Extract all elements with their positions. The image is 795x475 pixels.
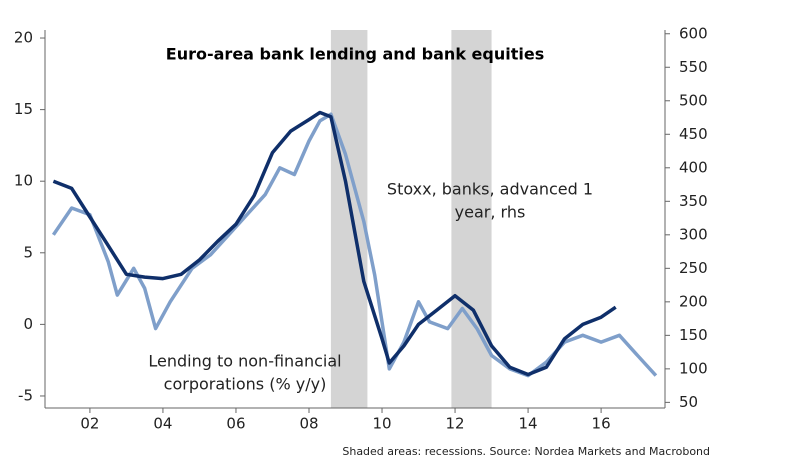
series-label: year, rhs	[455, 203, 526, 222]
series-line	[51, 112, 658, 378]
x-tick-label: 16	[592, 415, 611, 433]
y2-tick-label: 150	[679, 326, 708, 344]
y2-tick-label: 400	[679, 158, 708, 176]
y2-tick-label: 450	[679, 125, 708, 143]
y2-tick-label: 500	[679, 91, 708, 109]
y-tick-label: -5	[18, 386, 33, 404]
y2-tick-label: 300	[679, 225, 708, 243]
y-tick-label: 5	[23, 243, 33, 261]
y-tick-label: 20	[14, 29, 33, 47]
y2-tick-label: 200	[679, 292, 708, 310]
y-tick-label: 15	[14, 100, 33, 118]
series-line	[52, 110, 617, 377]
recession-shade	[330, 30, 368, 408]
x-tick-label: 12	[446, 415, 465, 433]
x-tick-label: 02	[80, 415, 99, 433]
x-tick-label: 10	[372, 415, 391, 433]
x-tick-label: 06	[226, 415, 245, 433]
series-label: corporations (% y/y)	[164, 375, 327, 394]
x-tick-label: 14	[519, 415, 538, 433]
chart-title: Euro-area bank lending and bank equities	[166, 45, 544, 64]
series-label: Lending to non-financial	[148, 352, 341, 371]
y2-tick-label: 550	[679, 58, 708, 76]
y2-tick-label: 100	[679, 359, 708, 377]
y2-tick-label: 50	[679, 393, 698, 411]
y2-tick-label: 250	[679, 259, 708, 277]
x-tick-label: 04	[153, 415, 172, 433]
x-tick-label: 08	[299, 415, 318, 433]
y-tick-label: 0	[23, 315, 33, 333]
source-note: Shaded areas: recessions. Source: Nordea…	[342, 445, 710, 458]
y2-tick-label: 600	[679, 24, 708, 42]
series-label: Stoxx, banks, advanced 1	[387, 180, 593, 199]
y2-tick-label: 350	[679, 192, 708, 210]
y-tick-label: 10	[14, 172, 33, 190]
